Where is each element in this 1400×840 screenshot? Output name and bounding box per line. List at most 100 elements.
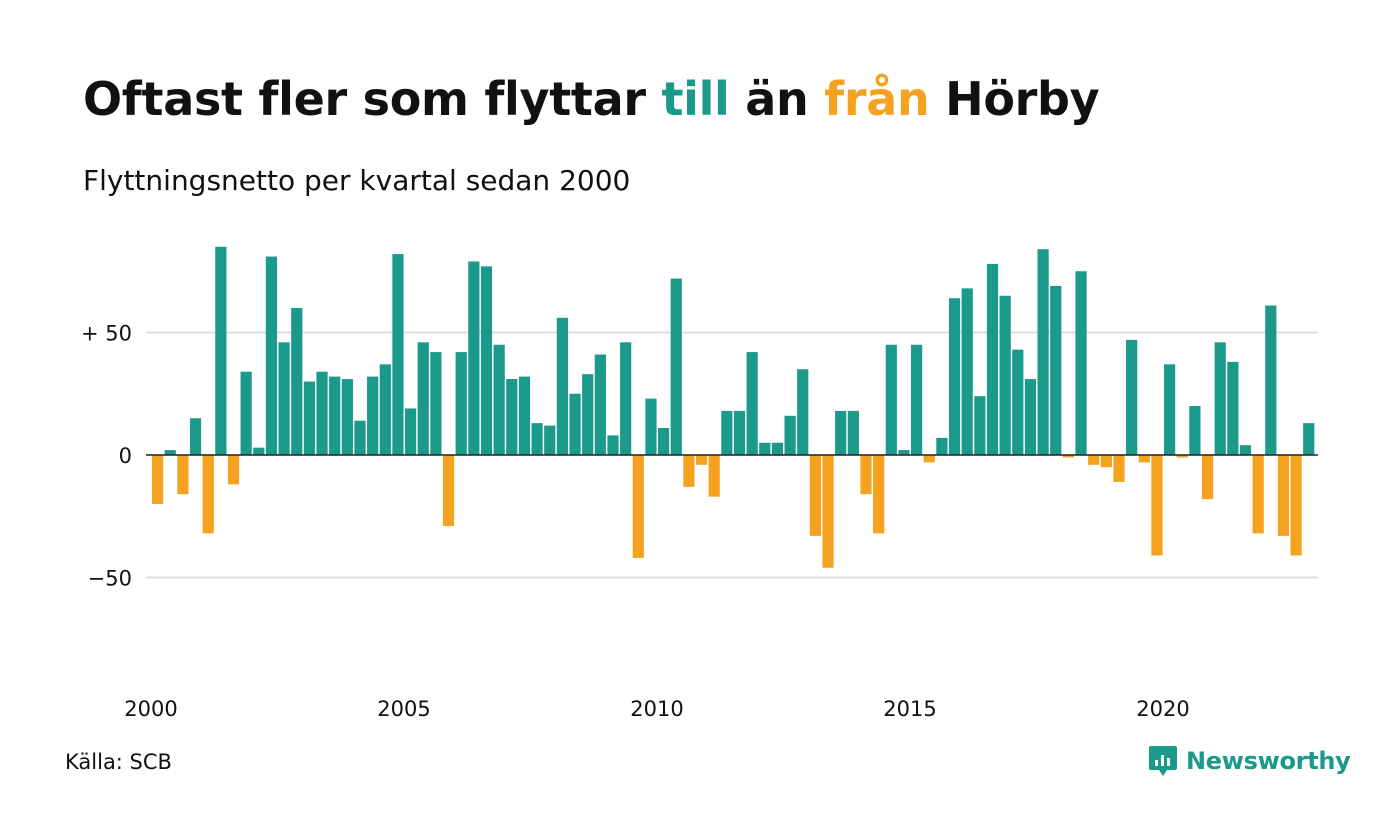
bar bbox=[911, 344, 923, 455]
bar bbox=[695, 455, 708, 465]
bar bbox=[1075, 271, 1087, 455]
bar bbox=[948, 298, 961, 455]
bar bbox=[531, 423, 543, 455]
bar bbox=[1126, 339, 1138, 455]
bar bbox=[291, 308, 303, 455]
bar bbox=[620, 342, 632, 455]
bar bbox=[658, 428, 670, 455]
bar bbox=[733, 410, 746, 455]
bar bbox=[1151, 455, 1163, 556]
y-tick-label: −50 bbox=[88, 567, 132, 591]
bar bbox=[1214, 342, 1226, 455]
source-note: Källa: SCB bbox=[65, 750, 172, 774]
bar bbox=[860, 455, 872, 495]
bar bbox=[392, 254, 404, 455]
bar bbox=[1277, 455, 1290, 536]
bar bbox=[582, 374, 594, 455]
bar bbox=[1201, 455, 1214, 500]
bar bbox=[809, 455, 821, 536]
bar bbox=[303, 381, 315, 455]
bar bbox=[329, 376, 341, 455]
bar bbox=[506, 379, 518, 455]
bar bbox=[227, 455, 240, 485]
bar bbox=[493, 344, 505, 455]
bar bbox=[746, 352, 758, 455]
bar bbox=[1138, 455, 1150, 463]
bar bbox=[556, 317, 568, 455]
bar bbox=[632, 455, 644, 558]
bar bbox=[1176, 455, 1188, 458]
bar bbox=[442, 455, 455, 527]
bar bbox=[455, 352, 467, 455]
x-tick-label: 2000 bbox=[124, 697, 177, 721]
bar bbox=[544, 425, 556, 455]
bar bbox=[936, 437, 948, 455]
bar bbox=[417, 342, 429, 455]
bar bbox=[1024, 379, 1037, 455]
brand-logo: Newsworthy bbox=[1148, 744, 1351, 778]
bar bbox=[670, 278, 682, 455]
title-part-2: än bbox=[729, 72, 825, 126]
bar bbox=[1050, 285, 1062, 455]
title-highlight-till: till bbox=[661, 72, 730, 126]
bar bbox=[898, 450, 910, 455]
bar bbox=[822, 455, 834, 568]
bar bbox=[797, 369, 809, 455]
bar bbox=[430, 352, 442, 455]
bar bbox=[835, 410, 847, 455]
bar bbox=[1100, 455, 1112, 468]
bar bbox=[1252, 455, 1264, 534]
bar bbox=[379, 364, 391, 455]
chart-title: Oftast fler som flyttar till än från Hör… bbox=[83, 72, 1100, 126]
bar bbox=[1265, 305, 1277, 455]
bar bbox=[999, 295, 1011, 455]
x-tick-label: 2010 bbox=[630, 697, 683, 721]
bar bbox=[1088, 455, 1100, 465]
bar bbox=[1227, 361, 1239, 455]
bar bbox=[569, 393, 581, 455]
newsworthy-logo-icon bbox=[1149, 746, 1177, 776]
bar bbox=[341, 379, 353, 455]
title-highlight-fran: från bbox=[824, 72, 930, 126]
x-tick-label: 2005 bbox=[377, 697, 430, 721]
bar bbox=[961, 288, 973, 455]
bar bbox=[721, 410, 733, 455]
bar bbox=[202, 455, 214, 534]
bar bbox=[253, 447, 265, 455]
bar bbox=[468, 261, 480, 455]
bar bbox=[873, 455, 885, 534]
bar bbox=[1189, 406, 1201, 455]
bar bbox=[759, 442, 771, 455]
chart-subtitle: Flyttningsnetto per kvartal sedan 2000 bbox=[83, 164, 631, 197]
bar bbox=[189, 418, 202, 455]
bar bbox=[974, 396, 986, 455]
bar bbox=[265, 256, 278, 455]
bar bbox=[594, 354, 606, 455]
bar bbox=[354, 420, 366, 455]
bar bbox=[1303, 423, 1315, 455]
bar bbox=[405, 408, 417, 455]
y-tick-label: + 50 bbox=[81, 322, 132, 346]
bar bbox=[683, 455, 695, 487]
bar bbox=[152, 455, 164, 504]
title-part-3: Hörby bbox=[929, 72, 1100, 126]
bar bbox=[480, 266, 493, 455]
bar bbox=[986, 263, 999, 455]
y-tick-label: 0 bbox=[119, 444, 132, 468]
x-tick-label: 2015 bbox=[883, 697, 936, 721]
bar bbox=[215, 246, 227, 455]
bar bbox=[1113, 455, 1125, 482]
bar bbox=[1062, 455, 1074, 458]
brand-name: Newsworthy bbox=[1186, 747, 1351, 775]
bar bbox=[708, 455, 720, 497]
bar bbox=[784, 415, 796, 455]
bar bbox=[164, 450, 176, 455]
bar bbox=[316, 371, 328, 455]
bar bbox=[518, 376, 531, 455]
bar bbox=[1012, 349, 1024, 455]
bar bbox=[607, 435, 619, 455]
bar bbox=[771, 442, 784, 455]
title-part-1: Oftast fler som flyttar bbox=[83, 72, 662, 126]
bar bbox=[367, 376, 379, 455]
